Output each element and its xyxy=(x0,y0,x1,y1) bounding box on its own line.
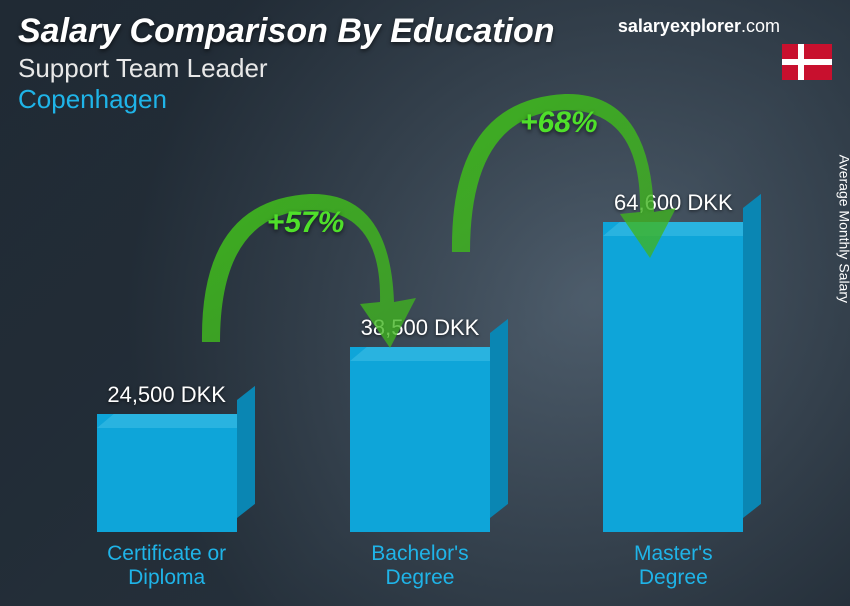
bar-group: 24,500 DKK xyxy=(41,382,292,532)
y-axis-label: Average Monthly Salary xyxy=(836,155,850,303)
bar-group: 64,600 DKK xyxy=(548,190,799,532)
bar-top-face xyxy=(350,347,507,361)
bar-side-face xyxy=(743,194,761,518)
bar-3d xyxy=(97,414,237,532)
bar-side-face xyxy=(490,319,508,518)
bar-value: 64,600 DKK xyxy=(614,190,733,216)
bar-group: 38,500 DKK xyxy=(295,315,546,532)
bar-3d xyxy=(350,347,490,532)
bar-front-face xyxy=(603,222,743,532)
bar-top-face xyxy=(603,222,760,236)
bar-labels-container: Certificate orDiplomaBachelor'sDegreeMas… xyxy=(40,536,800,596)
brand-suffix: .com xyxy=(741,16,780,36)
bar-front-face xyxy=(97,414,237,532)
bar-front-face xyxy=(350,347,490,532)
bar-label: Bachelor'sDegree xyxy=(295,536,546,596)
bar-value: 38,500 DKK xyxy=(361,315,480,341)
bar-3d xyxy=(603,222,743,532)
brand-label: salaryexplorer.com xyxy=(618,16,780,37)
page-subtitle: Support Team Leader xyxy=(18,53,832,84)
denmark-flag-icon xyxy=(782,44,832,80)
bar-label: Certificate orDiploma xyxy=(41,536,292,596)
bar-side-face xyxy=(237,386,255,518)
brand-main: salaryexplorer xyxy=(618,16,741,36)
bars-container: 24,500 DKK 38,500 DKK 64,600 DKK xyxy=(40,140,800,532)
bar-label: Master'sDegree xyxy=(548,536,799,596)
bar-value: 24,500 DKK xyxy=(107,382,226,408)
salary-chart: 24,500 DKK 38,500 DKK 64,600 DKK Certifi… xyxy=(40,140,800,596)
page-location: Copenhagen xyxy=(18,84,832,115)
bar-top-face xyxy=(97,414,254,428)
